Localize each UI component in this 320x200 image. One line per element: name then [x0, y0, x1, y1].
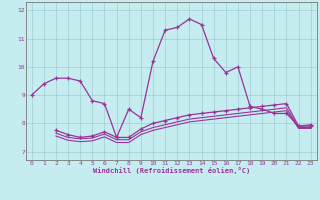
- X-axis label: Windchill (Refroidissement éolien,°C): Windchill (Refroidissement éolien,°C): [92, 167, 250, 174]
